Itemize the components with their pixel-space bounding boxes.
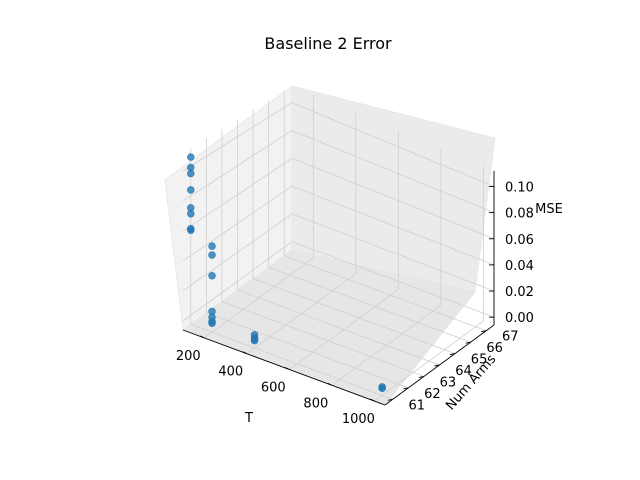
z-grid-back <box>291 241 495 318</box>
chart-title: Baseline 2 Error <box>264 34 392 53</box>
x-tick <box>370 398 375 402</box>
x-tick-label: 1000 <box>342 412 375 427</box>
x-tick-label: 200 <box>176 349 201 364</box>
axis-lines <box>182 170 495 406</box>
z-grid-back <box>291 185 495 266</box>
z-grid-back <box>291 157 495 240</box>
y-tick <box>465 341 471 344</box>
z-tick-label: 0.08 <box>505 207 534 222</box>
z-tick-label: 0.04 <box>505 259 534 274</box>
z-grid-left <box>182 130 293 202</box>
y-tick-label: 62 <box>424 387 441 402</box>
data-point <box>378 384 386 392</box>
x-axis-line <box>182 329 386 406</box>
y-tick <box>434 364 440 367</box>
y-tick <box>449 353 456 356</box>
data-point <box>187 210 195 218</box>
z-grid-left <box>182 241 293 322</box>
x-tick-label: 800 <box>303 396 328 411</box>
z-grid-left <box>182 213 293 292</box>
z-tick-label: 0.02 <box>505 285 534 300</box>
y-grid-floor <box>252 278 456 354</box>
y-grid-floor <box>206 312 409 389</box>
data-point <box>187 153 195 161</box>
y-grid-floor <box>221 301 425 377</box>
x-axis-label: T <box>244 411 253 426</box>
y-grid-floor <box>284 255 487 332</box>
z-grid-left <box>182 102 293 172</box>
data-point <box>208 251 216 259</box>
y-tick <box>387 398 393 401</box>
y-tick <box>418 375 425 378</box>
z-grid-back <box>291 102 495 187</box>
data-point <box>187 186 195 194</box>
z-tick-label: 0.06 <box>505 233 534 248</box>
y-grid-floor <box>190 323 393 400</box>
grid-lines <box>182 90 495 402</box>
z-grid-left <box>182 185 293 262</box>
data-point <box>187 169 195 178</box>
data-point <box>187 226 195 234</box>
z-grid-left <box>182 157 293 232</box>
x-tick <box>200 335 205 339</box>
y-tick <box>403 387 409 390</box>
y-tick-label: 67 <box>502 330 519 345</box>
data-point <box>250 336 259 345</box>
z-grid-back <box>291 130 495 214</box>
x-tick <box>285 367 290 370</box>
x-tick-label: 400 <box>218 365 243 380</box>
y-grid-floor <box>237 289 440 366</box>
data-point <box>208 272 216 280</box>
x-tick-label: 600 <box>261 380 286 395</box>
z-tick-label: 0.10 <box>505 181 534 196</box>
data-point <box>208 319 216 327</box>
z-axis-label: MSE <box>535 202 563 217</box>
y-grid-floor <box>268 266 471 343</box>
pane-back-wall <box>164 85 496 406</box>
x-tick <box>327 382 333 386</box>
y-tick-label: 64 <box>455 364 472 379</box>
x-tick <box>242 351 247 355</box>
y-tick-label: 63 <box>440 375 457 390</box>
data-points <box>187 153 386 392</box>
y-tick-label: 66 <box>486 341 503 356</box>
z-grid-back <box>291 213 495 292</box>
y-tick-label: 65 <box>471 353 488 368</box>
y-tick <box>481 330 487 333</box>
y-tick-label: 61 <box>409 398 426 413</box>
z-tick-label: 0.00 <box>505 311 534 326</box>
data-point <box>208 242 216 250</box>
